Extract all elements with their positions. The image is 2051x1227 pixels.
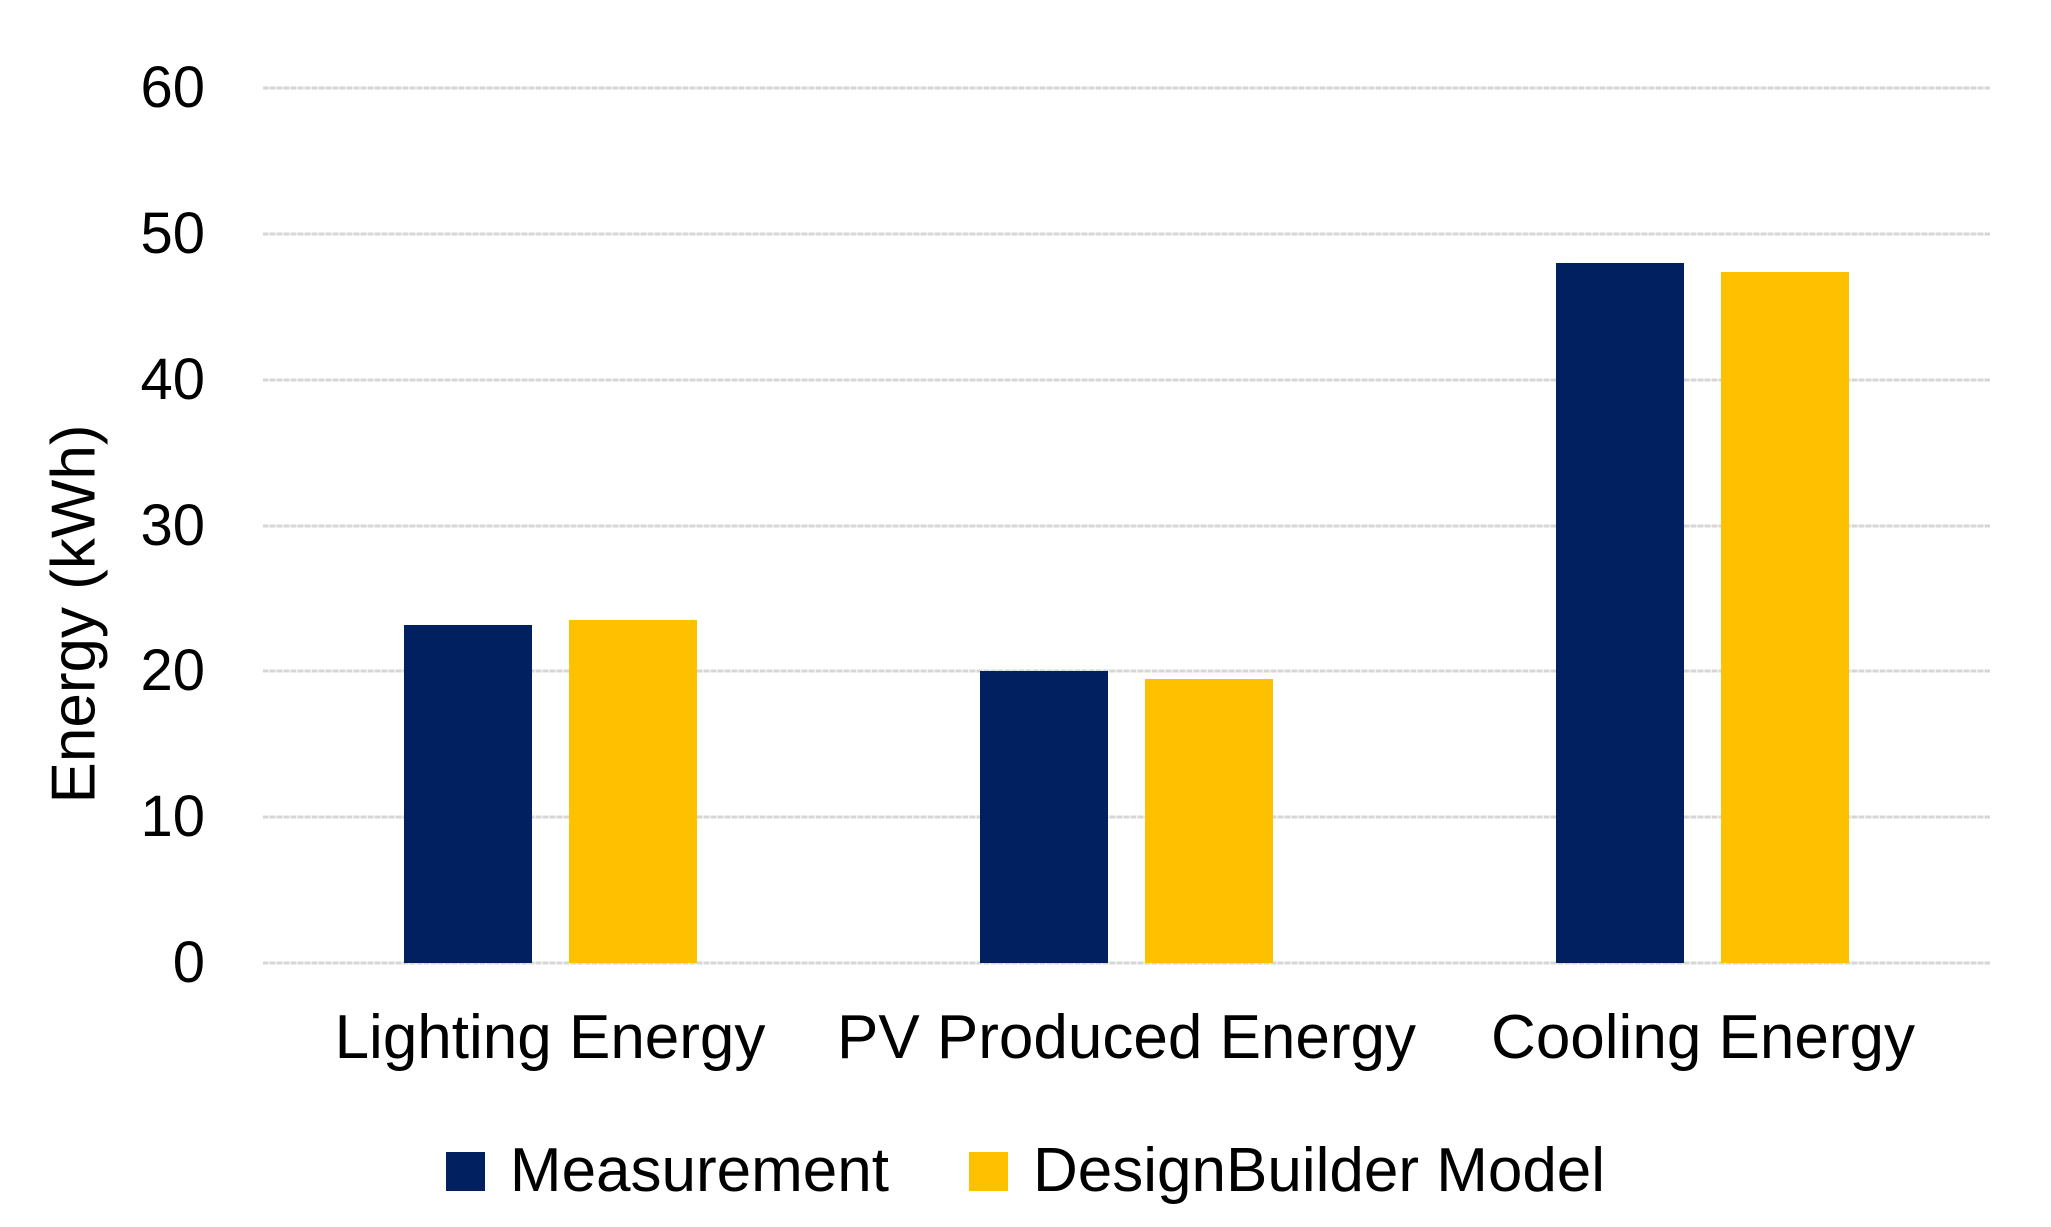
legend-item-measurement: Measurement [445,1136,889,1205]
legend-swatch-icon [968,1151,1008,1191]
bar-designbuilder-model-1 [1145,678,1273,963]
x-category-label-0: Lighting Energy [334,1003,766,1072]
gridline-20 [263,669,1990,673]
bar-measurement-2 [1555,263,1684,963]
bar-group-1 [839,88,1415,963]
bar-measurement-1 [980,671,1108,963]
bar-group-2 [1414,88,1990,963]
y-tick-label-10: 10 [140,784,205,850]
y-tick-label-20: 20 [140,638,205,704]
plot-area [263,86,1990,965]
legend-label: Measurement [509,1136,889,1205]
y-tick-label-50: 50 [140,200,205,266]
bar-group-0 [263,88,839,963]
gridline-0 [263,961,1990,965]
gridline-40 [263,378,1990,382]
y-tick-label-60: 60 [140,55,205,120]
gridline-60 [263,86,1990,90]
legend-item-designbuilder-model: DesignBuilder Model [968,1136,1606,1205]
y-axis-tick-labels: 0 10 20 30 40 50 60 [0,59,205,992]
gridline-50 [263,232,1990,236]
gridline-30 [263,524,1990,527]
legend: Measurement DesignBuilder Model [0,1140,2051,1202]
legend-label: DesignBuilder Model [1032,1136,1606,1205]
gridline-10 [263,815,1990,819]
y-tick-label-30: 30 [140,492,205,558]
bar-designbuilder-model-2 [1720,271,1849,963]
legend-swatch-icon [445,1151,485,1191]
bar-groups [263,88,1990,963]
x-category-label-2: Cooling Energy [1491,1003,1915,1072]
x-axis-category-labels: Lighting Energy PV Produced Energy Cooling… [263,1002,1990,1073]
bar-measurement-0 [404,624,533,963]
x-category-label-1: PV Produced Energy [837,1003,1417,1072]
y-tick-label-40: 40 [140,346,205,412]
y-tick-label-0: 0 [172,930,205,995]
bar-designbuilder-model-0 [569,620,698,963]
